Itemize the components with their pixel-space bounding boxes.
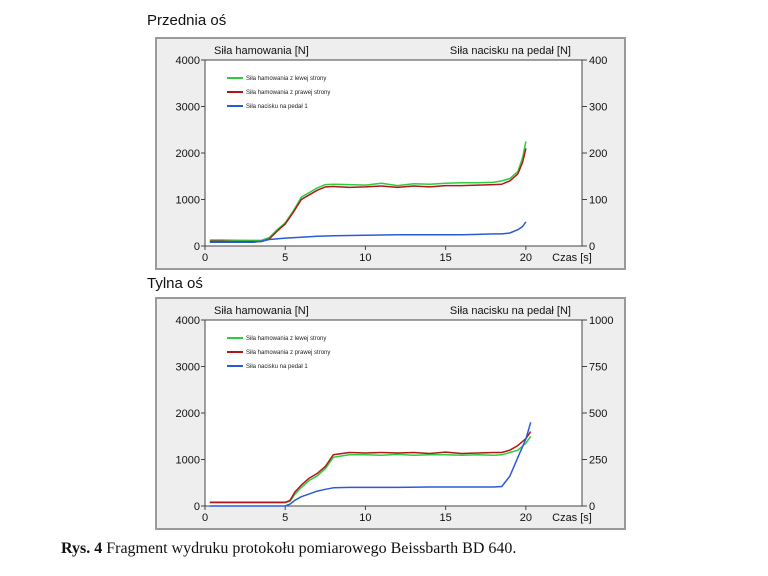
plot-area <box>204 59 583 247</box>
x-tick-label: 15 <box>440 512 452 524</box>
figure-caption: Rys. 4 Fragment wydruku protokołu pomiar… <box>61 540 516 558</box>
x-tick-label: 10 <box>359 512 371 524</box>
y-tick-label-left: 4000 <box>176 315 200 327</box>
x-tick-label: 20 <box>520 512 532 524</box>
y-tick-label-right: 300 <box>589 102 607 114</box>
y-tick-label-right: 200 <box>589 148 607 160</box>
y-tick-label-left: 1000 <box>176 195 200 207</box>
y-tick-label-right: 0 <box>589 501 595 513</box>
y-tick-label-right: 500 <box>589 408 607 420</box>
y-tick-label-right: 0 <box>589 241 595 253</box>
x-tick-label: 5 <box>282 252 288 264</box>
right-axis-label: Siła nacisku na pedał [N] <box>450 305 571 317</box>
left-axis-label: Siła hamowania [N] <box>214 45 309 57</box>
x-tick-label: 15 <box>440 252 452 264</box>
x-tick-label: 10 <box>359 252 371 264</box>
x-tick-label: 0 <box>202 252 208 264</box>
y-tick-label-right: 400 <box>589 55 607 67</box>
x-axis-label: Czas [s] <box>552 252 592 264</box>
legend-label-1: Siła hamowania z lewej strony <box>246 76 326 82</box>
x-tick-label: 0 <box>202 512 208 524</box>
left-axis-label: Siła hamowania [N] <box>214 305 309 317</box>
y-tick-label-left: 3000 <box>176 102 200 114</box>
x-tick-label: 20 <box>520 252 532 264</box>
legend-label-2: Siła hamowania z prawej strony <box>246 90 330 96</box>
y-tick-label-right: 100 <box>589 195 607 207</box>
y-tick-label-left: 2000 <box>176 408 200 420</box>
y-tick-label-right: 750 <box>589 362 607 374</box>
rear-axle-title: Tylna oś <box>147 275 203 292</box>
y-tick-label-left: 0 <box>194 501 200 513</box>
front-axle-chart-svg: Siła hamowania [N] Siła nacisku na pedał … <box>176 45 608 264</box>
figure-caption-text: Fragment wydruku protokołu pomiarowego B… <box>102 540 517 557</box>
series-line-2 <box>209 431 532 504</box>
figure-caption-label: Rys. 4 <box>61 540 103 557</box>
series-line-3 <box>209 221 527 244</box>
y-tick-label-left: 1000 <box>176 455 200 467</box>
front-axle-chart: Siła hamowania [N] Siła nacisku na pedał … <box>155 37 626 270</box>
plot-area <box>204 319 583 507</box>
front-axle-title: Przednia oś <box>147 12 227 29</box>
y-tick-label-right: 250 <box>589 455 607 467</box>
y-tick-label-left: 3000 <box>176 362 200 374</box>
rear-axle-chart-svg: Siła hamowania [N] Siła nacisku na pedał … <box>176 305 614 524</box>
series-line-3 <box>209 422 532 507</box>
y-tick-label-left: 0 <box>194 241 200 253</box>
series-line-1 <box>209 141 527 242</box>
legend-label-1: Siła hamowania z lewej strony <box>246 336 326 342</box>
legend-label-3: Siła nacisku na pedał 1 <box>246 364 308 370</box>
y-tick-label-left: 4000 <box>176 55 200 67</box>
y-tick-label-left: 2000 <box>176 148 200 160</box>
x-tick-label: 5 <box>282 512 288 524</box>
right-axis-label: Siła nacisku na pedał [N] <box>450 45 571 57</box>
legend-label-2: Siła hamowania z prawej strony <box>246 350 330 356</box>
y-tick-label-right: 1000 <box>589 315 613 327</box>
rear-axle-chart: Siła hamowania [N] Siła nacisku na pedał … <box>155 297 626 530</box>
x-axis-label: Czas [s] <box>552 512 592 524</box>
legend-label-3: Siła nacisku na pedał 1 <box>246 104 308 110</box>
